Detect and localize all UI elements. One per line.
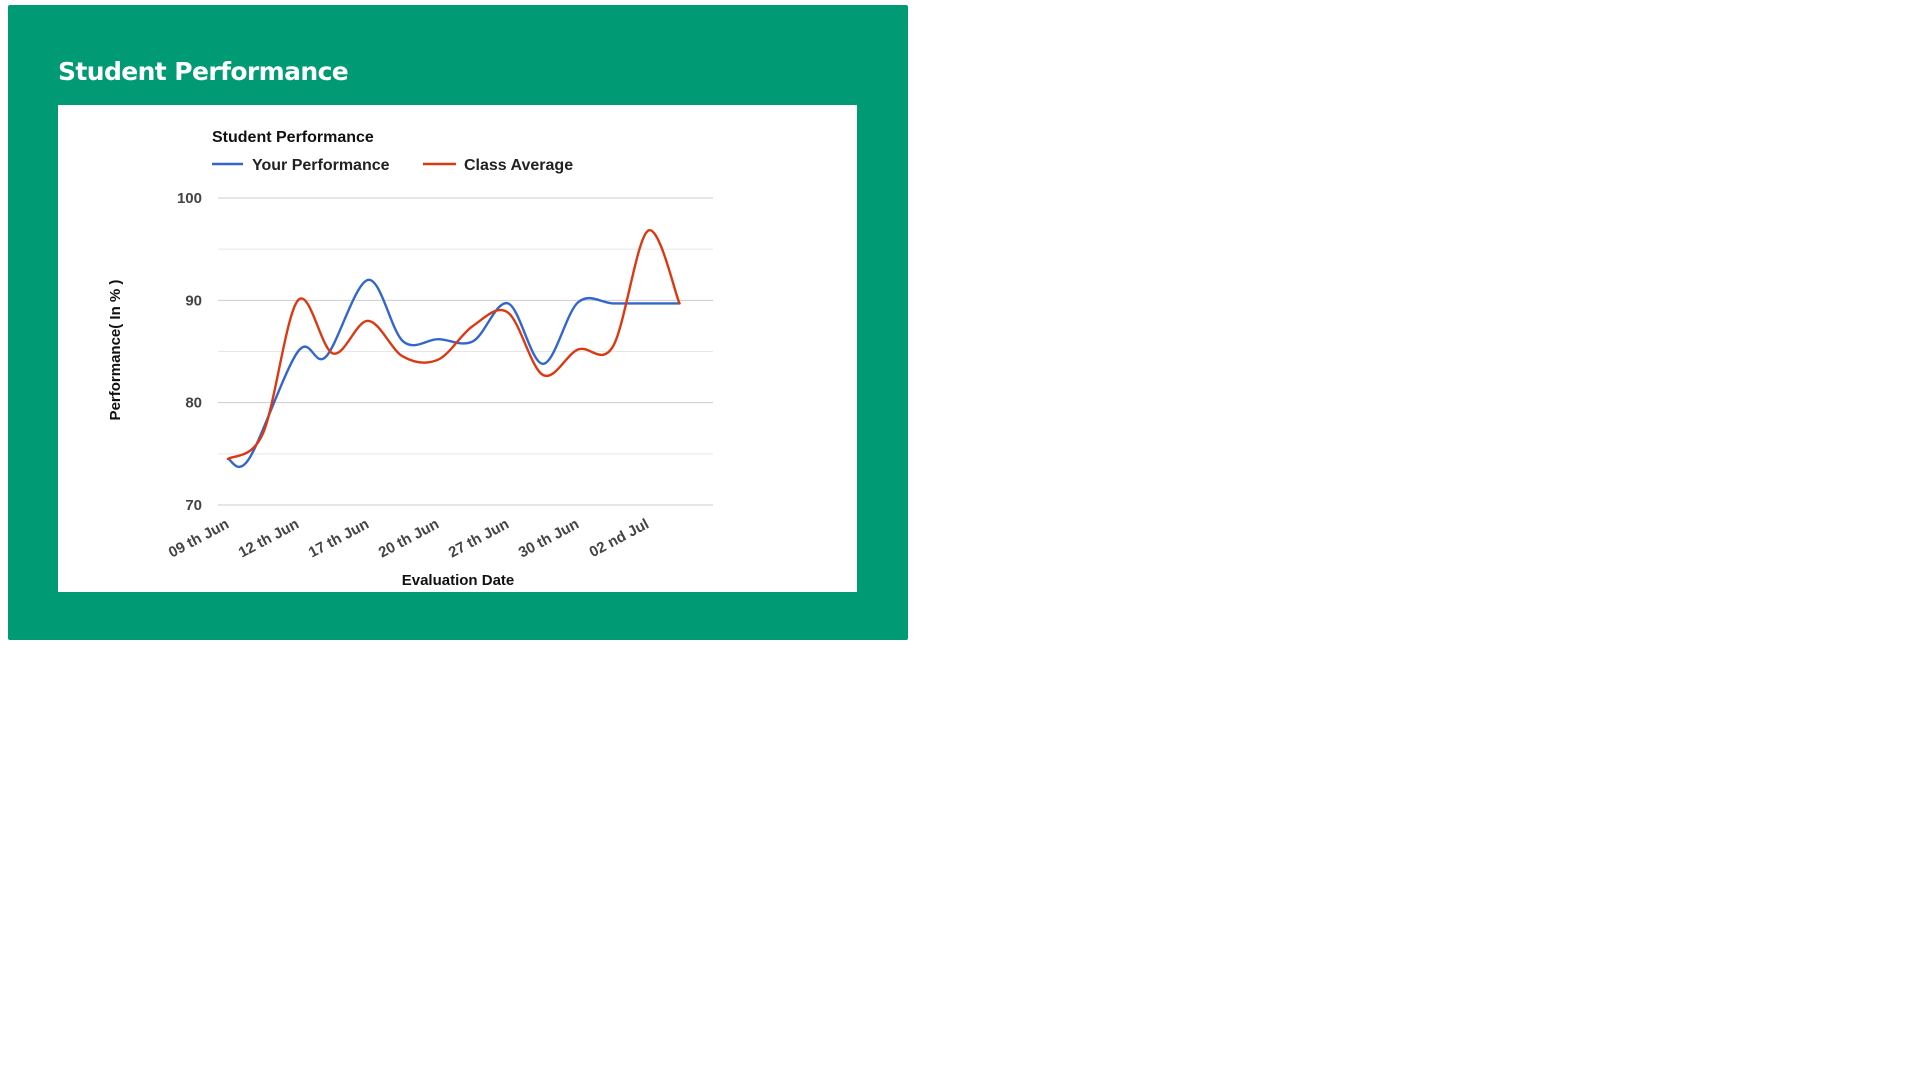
x-tick-label: 09 th Jun — [166, 516, 232, 562]
x-tick-label: 12 th Jun — [236, 516, 302, 562]
legend-label-your-performance: Your Performance — [252, 157, 390, 174]
y-tick-label: 100 — [177, 190, 202, 207]
gridlines — [218, 197, 713, 506]
series-line-class-average — [226, 229, 681, 461]
legend-label-class-average: Class Average — [464, 157, 573, 174]
series-line-your-performance — [226, 278, 681, 469]
series-lines — [226, 229, 681, 469]
y-tick-label: 90 — [185, 292, 202, 309]
y-axis-ticks: 70 80 90 100 — [177, 190, 202, 514]
panel-title: Student Performance — [58, 57, 349, 86]
y-tick-label: 80 — [185, 395, 202, 412]
performance-line-chart: Student Performance Your Performance Cla… — [107, 129, 713, 589]
x-axis-label: Evaluation Date — [402, 572, 515, 589]
chart-title: Student Performance — [212, 129, 374, 146]
x-tick-label: 02 nd Jul — [586, 516, 651, 562]
x-tick-label: 27 th Jun — [446, 516, 512, 562]
x-tick-label: 17 th Jun — [306, 516, 372, 562]
student-performance-panel: Student Performance Student Performance … — [8, 5, 908, 640]
chart-card: Student Performance Your Performance Cla… — [58, 105, 857, 592]
x-tick-label: 30 th Jun — [516, 516, 582, 562]
x-axis-ticks: 09 th Jun 12 th Jun 17 th Jun 20 th Jun 27 t… — [166, 516, 652, 562]
y-tick-label: 70 — [185, 497, 202, 514]
legend: Your Performance Class Average — [212, 157, 573, 174]
y-axis-label: Performance( In % ) — [107, 280, 124, 421]
x-tick-label: 20 th Jun — [376, 516, 442, 562]
